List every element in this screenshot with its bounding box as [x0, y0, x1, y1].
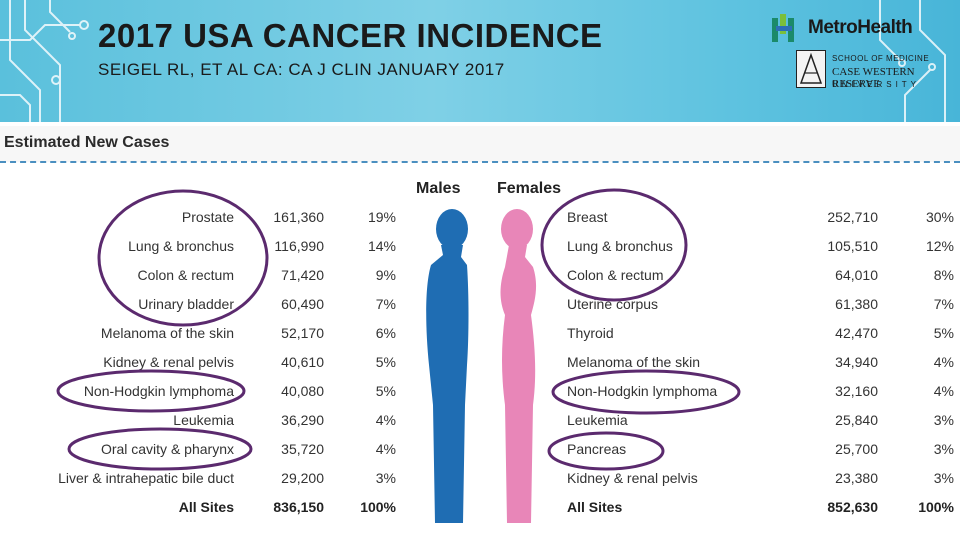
female-pct: 3%	[933, 441, 954, 457]
female-site: Leukemia	[567, 412, 628, 428]
male-total-pct: 100%	[360, 499, 396, 515]
female-cases: 61,380	[835, 296, 878, 312]
male-total-label: All Sites	[178, 499, 234, 515]
male-pct: 7%	[375, 296, 396, 312]
cw-logo-line-2: CASE WESTERN RESERVE	[832, 66, 915, 90]
female-cases: 34,940	[835, 354, 878, 370]
slide-subtitle: SEIGEL RL, ET AL CA: CA J CLIN JANUARY 2…	[98, 60, 505, 79]
female-cases: 25,700	[835, 441, 878, 457]
male-site: Leukemia	[173, 412, 234, 428]
metrohealth-logo-text: MetroHealth	[808, 17, 913, 38]
male-site: Kidney & renal pelvis	[103, 354, 234, 370]
female-site: Lung & bronchus	[567, 238, 673, 254]
female-site: Uterine corpus	[567, 296, 659, 312]
female-cases: 64,010	[835, 267, 878, 283]
male-cases: 71,420	[281, 267, 324, 283]
female-pct: 12%	[925, 238, 954, 254]
male-pct: 3%	[375, 470, 396, 486]
male-site: Oral cavity & pharynx	[100, 441, 234, 457]
male-pct: 4%	[375, 441, 396, 457]
table-header-strip	[0, 126, 960, 162]
males-column-header: Males	[416, 180, 461, 197]
female-pct: 3%	[933, 470, 954, 486]
female-cases: 23,380	[835, 470, 878, 486]
female-total-cases: 852,630	[827, 499, 878, 515]
female-pct: 7%	[933, 296, 954, 312]
male-site: Non-Hodgkin lymphoma	[83, 383, 234, 399]
male-pct: 9%	[375, 267, 396, 283]
male-site: Urinary bladder	[138, 296, 234, 312]
female-total-pct: 100%	[918, 499, 954, 515]
male-pct: 5%	[375, 383, 396, 399]
male-pct: 4%	[375, 412, 396, 428]
logo-area: MetroHealth SCHOOL OF MEDICINE CASE WEST…	[762, 8, 958, 92]
male-cases: 60,490	[281, 296, 324, 312]
male-cases: 161,360	[273, 209, 324, 225]
female-total-label: All Sites	[567, 499, 623, 515]
female-site: Kidney & renal pelvis	[567, 470, 698, 486]
male-site: Prostate	[181, 209, 234, 225]
male-cases: 40,080	[281, 383, 324, 399]
case-western-seal-icon	[796, 50, 826, 88]
female-site: Non-Hodgkin lymphoma	[567, 383, 718, 399]
female-cases: 32,160	[835, 383, 878, 399]
male-cases: 36,290	[281, 412, 324, 428]
female-pct: 8%	[933, 267, 954, 283]
cw-logo-line-1: SCHOOL OF MEDICINE	[832, 54, 930, 63]
female-site: Thyroid	[567, 325, 614, 341]
male-pct: 19%	[367, 209, 396, 225]
male-site: Colon & rectum	[137, 267, 234, 283]
female-site: Melanoma of the skin	[567, 354, 701, 370]
title-banner: 2017 USA CANCER INCIDENCE SEIGEL RL, ET …	[0, 0, 960, 122]
female-pct: 4%	[933, 354, 954, 370]
female-pct: 4%	[933, 383, 954, 399]
female-site: Pancreas	[567, 441, 627, 457]
female-silhouette-icon	[500, 209, 537, 523]
female-cases: 42,470	[835, 325, 878, 341]
male-pct: 5%	[375, 354, 396, 370]
slide-title: 2017 USA CANCER INCIDENCE	[98, 17, 603, 54]
metrohealth-logo-icon	[772, 14, 794, 42]
male-site: Liver & intrahepatic bile duct	[58, 470, 234, 486]
male-cases: 35,720	[281, 441, 324, 457]
female-cases: 25,840	[835, 412, 878, 428]
male-pct: 6%	[375, 325, 396, 341]
male-cases: 116,990	[274, 238, 324, 254]
male-site: Melanoma of the skin	[100, 325, 234, 341]
circuit-decoration	[0, 0, 946, 122]
cw-logo-line-3: UNIVERSITY	[832, 80, 921, 89]
silhouettes	[426, 209, 537, 523]
table-heading: Estimated New Cases	[4, 134, 170, 151]
male-cases: 29,200	[281, 470, 324, 486]
female-cases: 252,710	[827, 209, 878, 225]
male-cases: 40,610	[281, 354, 324, 370]
male-pct: 14%	[367, 238, 396, 254]
female-site: Breast	[567, 209, 608, 225]
female-pct: 3%	[933, 412, 954, 428]
female-pct: 5%	[933, 325, 954, 341]
male-cases: 52,170	[281, 325, 324, 341]
female-cases: 105,510	[827, 238, 878, 254]
male-site: Lung & bronchus	[128, 238, 234, 254]
dashed-divider	[0, 161, 960, 163]
female-site: Colon & rectum	[567, 267, 664, 283]
females-column-header: Females	[497, 180, 562, 197]
male-total-cases: 836,150	[273, 499, 324, 515]
female-pct: 30%	[925, 209, 954, 225]
male-silhouette-icon	[426, 209, 469, 523]
